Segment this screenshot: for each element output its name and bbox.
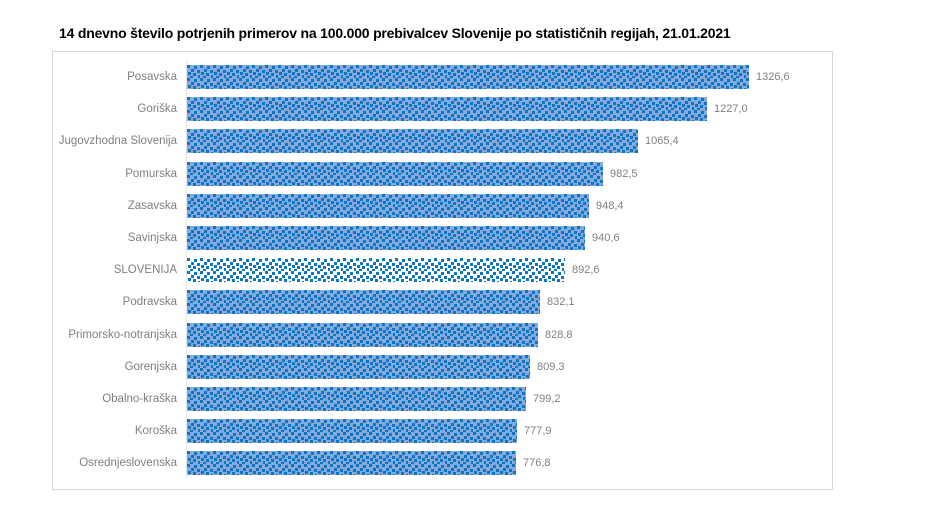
- bar: [187, 97, 707, 122]
- value-label: 809,3: [537, 360, 565, 373]
- bar-row: Primorsko-notranjska 828,8: [53, 318, 832, 351]
- chart-title: 14 dnevno število potrjenih primerov na …: [59, 25, 731, 41]
- category-label: Gorenjska: [124, 360, 177, 373]
- bar-row: Koroška 777,9: [53, 415, 832, 448]
- bar-track: 799,2: [186, 382, 832, 416]
- value-label: 799,2: [533, 392, 561, 405]
- bar-track: 1326,6: [186, 61, 832, 94]
- value-label: 1065,4: [645, 135, 679, 148]
- value-label: 1326,6: [756, 71, 790, 84]
- bar-row: Obalno-kraška 799,2: [53, 382, 832, 416]
- bar-rows: Posavska 1326,6 Goriška 1227,0 Jugovzhodna S…: [53, 61, 832, 480]
- category-label: Zasavska: [127, 199, 177, 212]
- bar-row: Pomurska 982,5: [53, 157, 832, 190]
- value-label: 940,6: [592, 232, 620, 245]
- bar: [187, 386, 526, 411]
- bar: [187, 193, 589, 218]
- category-label: Goriška: [137, 103, 177, 116]
- value-label: 832,1: [547, 296, 575, 309]
- value-label: 892,6: [572, 264, 600, 277]
- value-label: 777,9: [524, 425, 552, 438]
- bar: [187, 451, 516, 476]
- bar-track: 828,8: [186, 318, 832, 351]
- bar-row: Goriška 1227,0: [53, 93, 832, 126]
- bar-row: Osrednjeslovenska 776,8: [53, 447, 832, 480]
- bar: [187, 322, 538, 347]
- bar-highlight: [187, 258, 565, 283]
- bar-row: Zasavska 948,4: [53, 189, 832, 222]
- bar-track: 940,6: [186, 221, 832, 255]
- category-label: Podravska: [122, 296, 177, 309]
- bar-track: 892,6: [186, 254, 832, 287]
- bar-row: Posavska 1326,6: [53, 61, 832, 94]
- value-label: 828,8: [545, 328, 573, 341]
- bar: [187, 354, 530, 379]
- category-label: Obalno-kraška: [102, 392, 177, 405]
- bar-row: Gorenjska 809,3: [53, 350, 832, 383]
- category-label: SLOVENIJA: [113, 264, 177, 277]
- category-label: Koroška: [134, 425, 177, 438]
- bar: [187, 129, 638, 154]
- bar-row: Podravska 832,1: [53, 286, 832, 319]
- bar-row: SLOVENIJA 892,6: [53, 254, 832, 287]
- bar: [187, 161, 603, 186]
- category-label: Primorsko-notranjska: [68, 328, 177, 341]
- bar: [187, 65, 749, 90]
- category-label: Pomurska: [125, 167, 177, 180]
- chart-container: Posavska 1326,6 Goriška 1227,0 Jugovzhodna S…: [52, 51, 833, 490]
- bar-row: Savinjska 940,6: [53, 221, 832, 255]
- bar-track: 776,8: [186, 447, 832, 480]
- value-label: 948,4: [596, 199, 624, 212]
- category-label: Osrednjeslovenska: [79, 457, 177, 470]
- bar: [187, 290, 540, 315]
- bar-row: Jugovzhodna Slovenija 1065,4: [53, 125, 832, 158]
- value-label: 776,8: [523, 457, 551, 470]
- bar-track: 948,4: [186, 189, 832, 222]
- bar-track: 777,9: [186, 415, 832, 448]
- bar-track: 809,3: [186, 350, 832, 383]
- value-label: 1227,0: [714, 103, 748, 116]
- bar-track: 832,1: [186, 286, 832, 319]
- bar: [187, 226, 585, 251]
- bar-track: 1065,4: [186, 125, 832, 158]
- value-label: 982,5: [610, 167, 638, 180]
- bar: [187, 419, 517, 444]
- category-label: Savinjska: [127, 232, 177, 245]
- category-label: Jugovzhodna Slovenija: [58, 135, 177, 148]
- category-label: Posavska: [127, 71, 177, 84]
- bar-track: 982,5: [186, 157, 832, 190]
- bar-track: 1227,0: [186, 93, 832, 126]
